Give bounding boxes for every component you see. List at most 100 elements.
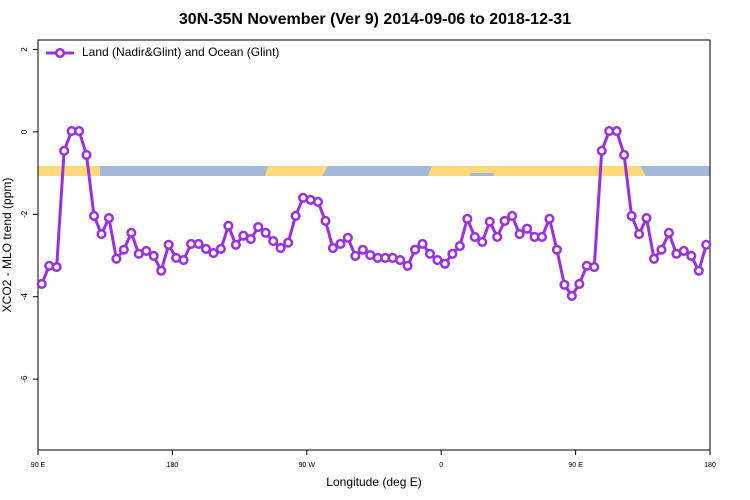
data-point bbox=[484, 216, 495, 227]
data-point bbox=[536, 231, 548, 243]
data-point bbox=[701, 239, 712, 250]
data-point bbox=[648, 253, 660, 264]
data-point bbox=[156, 265, 167, 276]
legend: Land (Nadir&Glint) and Ocean (Glint) bbox=[46, 45, 279, 59]
y-tick-label: -2 bbox=[20, 210, 29, 218]
data-point bbox=[88, 210, 100, 221]
data-point bbox=[141, 245, 152, 257]
legend-marker bbox=[54, 47, 66, 59]
data-point bbox=[626, 210, 637, 221]
data-point bbox=[424, 248, 436, 259]
x-tick-label: 90 E bbox=[31, 462, 46, 469]
data-point bbox=[477, 236, 488, 247]
data-point bbox=[268, 236, 279, 247]
x-tick-label: 180 bbox=[704, 462, 716, 469]
data-point bbox=[178, 254, 189, 266]
legend-label: Land (Nadir&Glint) and Ocean (Glint) bbox=[82, 45, 279, 59]
data-point bbox=[200, 243, 212, 254]
data-point bbox=[260, 227, 271, 238]
chart-title: 30N-35N November (Ver 9) 2014-09-06 to 2… bbox=[179, 11, 571, 28]
data-point bbox=[395, 254, 406, 266]
data-point bbox=[335, 238, 346, 250]
data-point bbox=[118, 244, 129, 255]
data-point bbox=[693, 265, 704, 276]
data-point bbox=[245, 233, 256, 245]
x-tick-label: 180 bbox=[167, 462, 179, 469]
data-point bbox=[357, 244, 368, 255]
ocean-band bbox=[470, 173, 494, 176]
ocean-band bbox=[38, 166, 710, 176]
data-point bbox=[663, 227, 674, 238]
data-point bbox=[589, 261, 600, 273]
data-point bbox=[96, 229, 107, 240]
y-tick-label: -4 bbox=[20, 293, 29, 301]
x-axis-label: Longitude (deg E) bbox=[326, 475, 421, 489]
data-point bbox=[410, 244, 421, 255]
data-point bbox=[447, 248, 458, 259]
y-tick-label: -6 bbox=[20, 375, 29, 383]
data-point bbox=[417, 238, 428, 250]
data-point bbox=[678, 245, 689, 257]
data-point bbox=[686, 250, 697, 261]
data-point bbox=[51, 261, 62, 273]
data-point bbox=[469, 231, 480, 243]
data-point bbox=[342, 232, 353, 243]
data-point bbox=[320, 215, 331, 226]
x-tick-label: 90 W bbox=[299, 462, 316, 469]
land-band bbox=[428, 166, 646, 176]
y-axis-label: XCO2 - MLO trend (ppm) bbox=[0, 178, 14, 313]
data-point bbox=[634, 229, 645, 240]
data-point bbox=[596, 145, 607, 156]
data-point bbox=[551, 244, 562, 255]
data-point bbox=[230, 239, 241, 250]
data-point bbox=[641, 212, 652, 224]
data-point bbox=[327, 243, 338, 254]
data-point bbox=[544, 213, 555, 224]
data-point bbox=[215, 243, 226, 254]
data-point bbox=[312, 196, 324, 207]
data-point bbox=[148, 250, 159, 261]
data-point bbox=[611, 126, 622, 137]
land-band bbox=[265, 166, 328, 176]
data-point bbox=[275, 243, 286, 254]
data-point bbox=[402, 260, 413, 271]
data-point bbox=[559, 279, 570, 290]
y-tick-label: 2 bbox=[20, 47, 29, 52]
plot-frame bbox=[37, 39, 711, 451]
data-point bbox=[253, 222, 264, 233]
data-point bbox=[454, 240, 465, 252]
data-point bbox=[439, 258, 450, 269]
data-point bbox=[656, 244, 667, 255]
data-point bbox=[74, 126, 85, 137]
data-point bbox=[283, 237, 294, 248]
data-point bbox=[507, 210, 518, 221]
data-point bbox=[223, 220, 234, 231]
data-point bbox=[350, 250, 361, 261]
data-point bbox=[36, 278, 47, 289]
land-ocean-band bbox=[38, 166, 710, 176]
data-point bbox=[566, 290, 577, 301]
data-point bbox=[462, 213, 473, 224]
data-point bbox=[193, 238, 204, 250]
x-tick-label: 90 E bbox=[568, 462, 583, 469]
data-point bbox=[81, 149, 92, 161]
data-point bbox=[126, 227, 137, 238]
data-point bbox=[163, 239, 174, 250]
y-tick-label: 0 bbox=[20, 129, 29, 134]
data-point bbox=[492, 231, 503, 243]
series-line bbox=[40, 129, 708, 298]
data-point bbox=[111, 253, 122, 264]
data-point bbox=[432, 254, 443, 266]
land-band bbox=[38, 166, 100, 176]
x-tick-label: 0 bbox=[439, 462, 443, 469]
data-point bbox=[499, 215, 510, 226]
data-point bbox=[103, 212, 114, 224]
data-point bbox=[208, 247, 219, 259]
data-point bbox=[574, 278, 585, 289]
data-point bbox=[619, 149, 630, 161]
data-point bbox=[290, 210, 301, 221]
data-point bbox=[522, 223, 533, 234]
data-point bbox=[59, 145, 70, 156]
data-point bbox=[514, 229, 525, 240]
